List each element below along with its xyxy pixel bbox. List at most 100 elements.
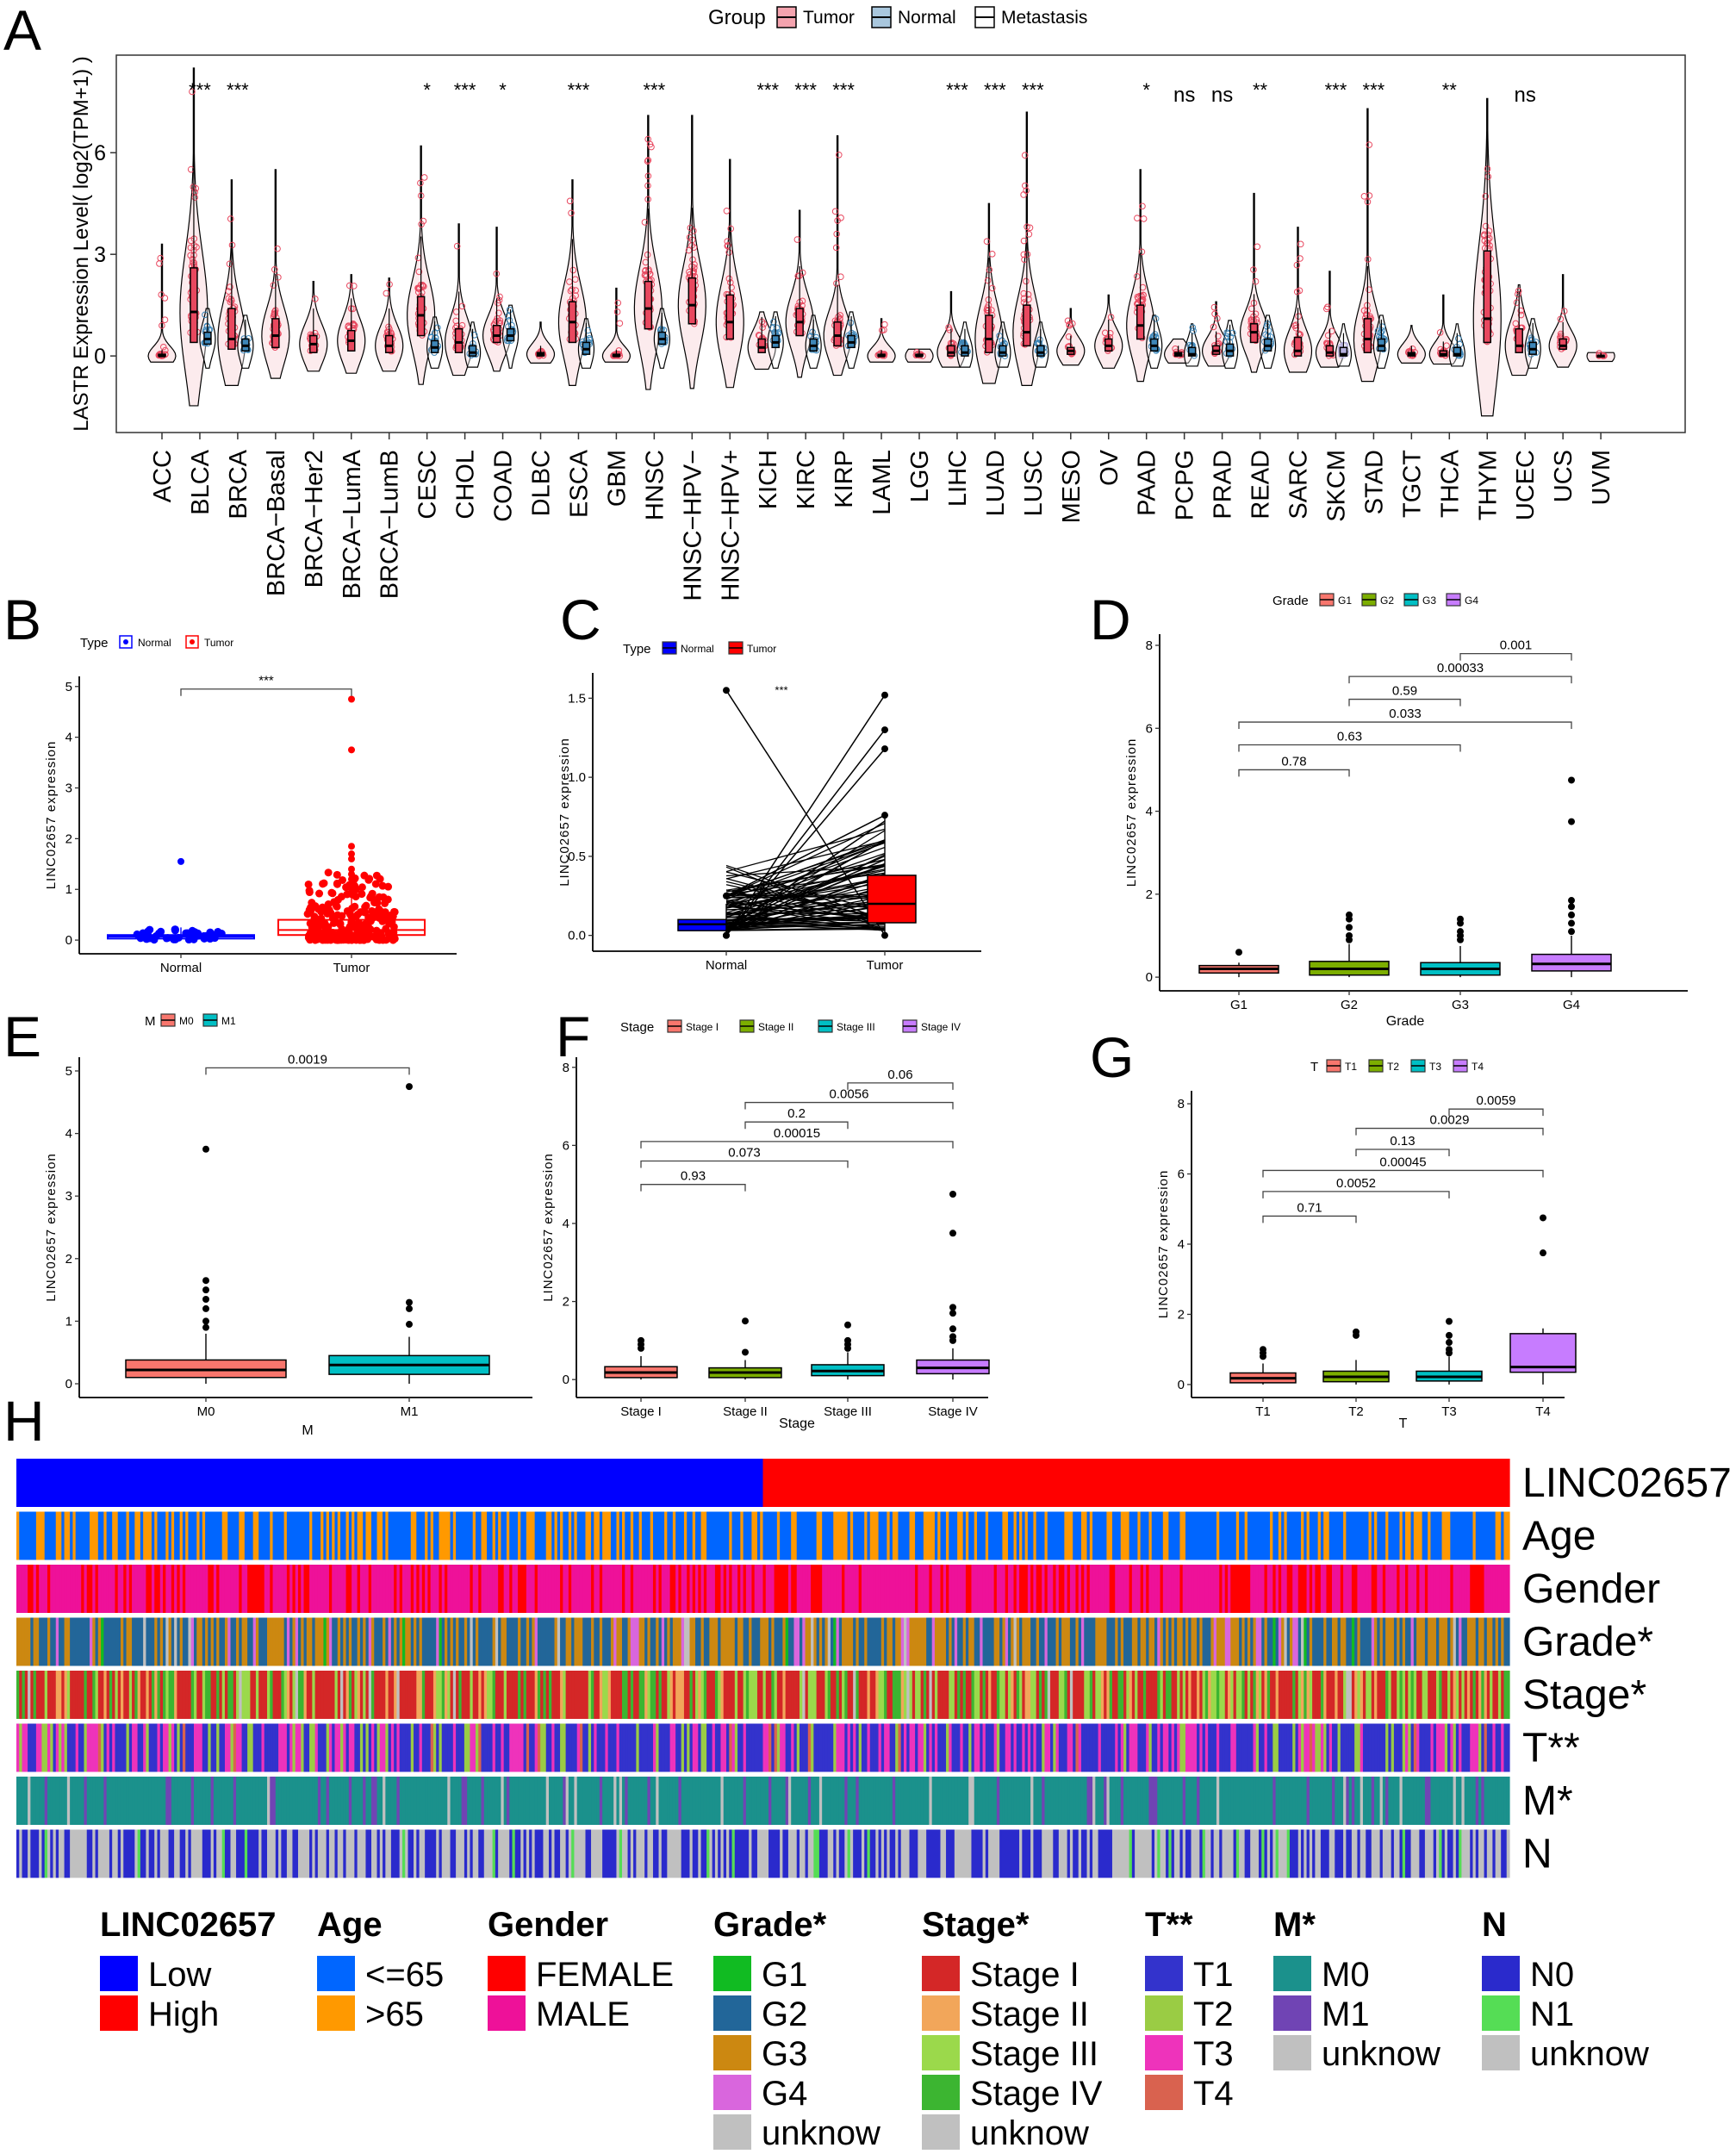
heatmap-cell xyxy=(306,1671,310,1719)
heatmap-cell xyxy=(520,1459,525,1507)
heatmap-cell xyxy=(1439,1459,1443,1507)
heatmap-cell xyxy=(401,1511,406,1560)
comparison-bracket xyxy=(180,688,352,696)
outlier-point xyxy=(1457,936,1464,943)
heatmap-cell xyxy=(737,1617,741,1666)
heatmap-cell xyxy=(754,1671,758,1719)
outlier-point xyxy=(1260,1353,1266,1360)
significance-label: ** xyxy=(1442,79,1458,101)
data-point xyxy=(357,928,365,937)
heatmap-cell xyxy=(1092,1565,1096,1613)
heatmap-cell xyxy=(571,1671,576,1719)
heatmap-cell xyxy=(838,1617,843,1666)
data-point xyxy=(1134,215,1141,221)
heatmap-cell xyxy=(968,1459,973,1507)
x-tick-label: Normal xyxy=(160,961,202,975)
data-point xyxy=(833,230,840,238)
y-tick-label: 0 xyxy=(94,345,106,369)
heatmap-cell xyxy=(416,1459,420,1507)
heatmap-cell xyxy=(1385,1617,1389,1666)
heatmap-cell xyxy=(1455,1459,1459,1507)
data-point xyxy=(1363,311,1371,319)
heatmap-cell xyxy=(791,1565,795,1613)
heatmap-cell xyxy=(1447,1617,1451,1666)
heatmap-cell xyxy=(352,1617,355,1666)
heatmap-cell xyxy=(1193,1511,1198,1560)
heatmap-cell xyxy=(1343,1511,1347,1560)
heatmap-cell xyxy=(1295,1511,1299,1560)
heatmap-cell xyxy=(151,1671,155,1719)
heatmap-cell xyxy=(892,1511,896,1560)
heatmap-cell xyxy=(1433,1459,1437,1507)
heatmap-cell xyxy=(1371,1511,1375,1560)
heatmap-row-label: Grade* xyxy=(1522,1620,1653,1665)
heatmap-cell xyxy=(1228,1459,1231,1507)
heatmap-cell xyxy=(337,1617,341,1666)
heatmap-cell xyxy=(1235,1459,1240,1507)
outlier-point xyxy=(348,881,355,888)
heatmap-cell xyxy=(1073,1617,1077,1666)
y-tick-label: 6 xyxy=(1178,1167,1185,1182)
heatmap-cell xyxy=(106,1565,110,1613)
data-point xyxy=(200,931,208,940)
heatmap-cell xyxy=(714,1671,719,1719)
heatmap-cell xyxy=(1162,1617,1167,1666)
heatmap-cell xyxy=(689,1459,694,1507)
heatmap-cell xyxy=(619,1617,623,1666)
heatmap-cell xyxy=(1241,1565,1246,1613)
heatmap-cell xyxy=(613,1459,618,1507)
heatmap-cell xyxy=(743,1671,747,1719)
heatmap-cell xyxy=(1047,1617,1051,1666)
heatmap-cell xyxy=(957,1459,961,1507)
heatmap-cell xyxy=(776,1459,781,1507)
heatmap-cell xyxy=(1368,1511,1372,1560)
heatmap-cell xyxy=(447,1617,451,1666)
heatmap-cell xyxy=(940,1617,944,1666)
heatmap-cell xyxy=(1486,1565,1490,1613)
heatmap-cell xyxy=(117,1617,121,1666)
heatmap-cell xyxy=(1501,1511,1505,1560)
heatmap-cell xyxy=(1306,1511,1310,1560)
heatmap-cell xyxy=(343,1617,347,1666)
heatmap-cell xyxy=(749,1617,753,1666)
heatmap-cell xyxy=(264,1511,268,1560)
heatmap-cell xyxy=(1261,1459,1266,1507)
heatmap-cell xyxy=(658,1671,663,1719)
heatmap-cell xyxy=(647,1459,651,1507)
heatmap-cell xyxy=(1402,1511,1406,1560)
heatmap-cell xyxy=(379,1511,383,1560)
outlier-point xyxy=(348,891,355,899)
heatmap-cell xyxy=(951,1511,955,1560)
heatmap-cell xyxy=(1151,1511,1155,1560)
legend-label: T3 xyxy=(1429,1061,1441,1073)
data-point xyxy=(770,318,777,326)
heatmap-cell xyxy=(675,1617,680,1666)
category-chol: CHOL*** xyxy=(445,79,482,520)
data-point xyxy=(315,889,324,898)
heatmap-cell xyxy=(487,1617,490,1666)
heatmap-cell xyxy=(334,1617,339,1666)
heatmap-cell xyxy=(359,1671,364,1719)
heatmap-cell xyxy=(731,1671,736,1719)
heatmap-cell xyxy=(33,1671,37,1719)
heatmap-cell xyxy=(1470,1459,1474,1507)
data-point xyxy=(1106,329,1114,337)
data-point xyxy=(144,927,152,936)
data-point xyxy=(206,928,215,937)
heatmap-cell xyxy=(1419,1459,1423,1507)
outlier-point xyxy=(406,1083,413,1091)
y-tick-label: 4 xyxy=(563,1217,569,1231)
data-point xyxy=(136,934,145,943)
data-point xyxy=(370,933,379,942)
heatmap-cell xyxy=(999,1617,1004,1666)
heatmap-cell xyxy=(594,1671,598,1719)
heatmap-cell xyxy=(1492,1511,1496,1560)
heatmap-cell xyxy=(1123,1459,1127,1507)
heatmap-cell xyxy=(90,1617,93,1666)
data-point xyxy=(308,899,316,907)
heatmap-cell xyxy=(1230,1565,1235,1613)
y-axis-title: LINC02657 expression xyxy=(1124,738,1139,887)
heatmap-cell xyxy=(548,1617,552,1666)
heatmap-cell xyxy=(483,1459,488,1507)
outlier-point xyxy=(1235,949,1242,956)
